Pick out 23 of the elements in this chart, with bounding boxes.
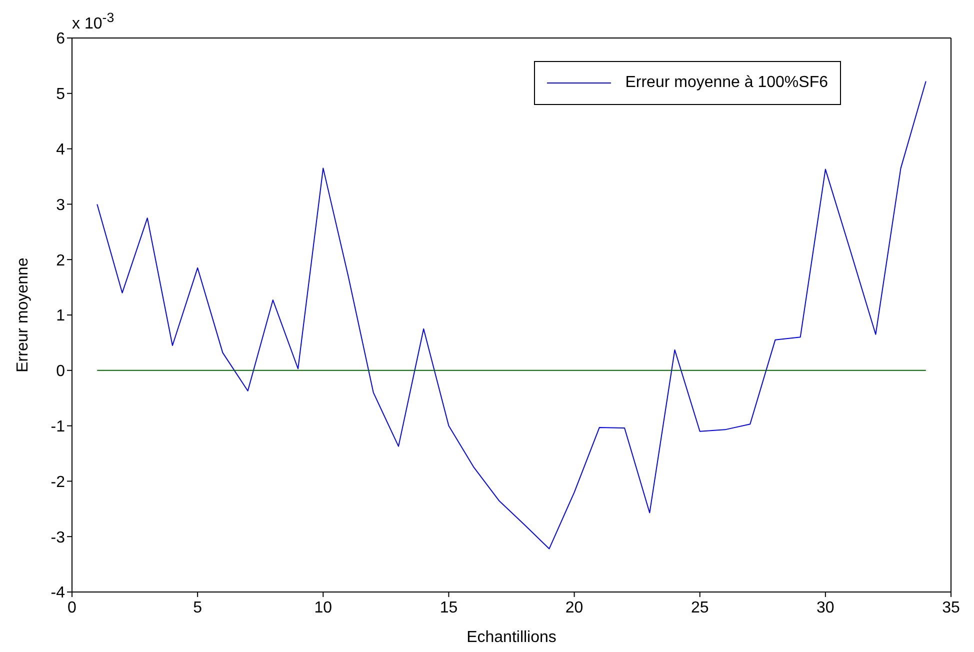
y-axis-title: Erreur moyenne — [14, 258, 32, 372]
legend-label: Erreur moyenne à 100%SF6 — [625, 74, 828, 92]
x-tick-label: 25 — [690, 599, 709, 616]
y-tick-label: -2 — [50, 474, 66, 491]
x-axis-title: Echantillions — [466, 629, 556, 646]
y-tick-label: 1 — [56, 308, 66, 325]
x-tick-label: 20 — [565, 599, 584, 616]
y-tick-label: -4 — [50, 584, 66, 602]
x-tick-label: 0 — [68, 599, 77, 616]
y-tick-label: -3 — [50, 529, 66, 546]
x-tick-label: 15 — [440, 599, 458, 616]
y-tick-label: 6 — [56, 30, 66, 48]
x-tick-label: 30 — [816, 599, 834, 616]
y-tick-label: 4 — [56, 141, 66, 158]
y-tick-label: 5 — [56, 86, 66, 104]
y-tick-label: 0 — [56, 363, 66, 380]
y-tick-label: 3 — [56, 196, 66, 214]
x-tick-label: 10 — [314, 599, 332, 616]
y-tick-label: 2 — [56, 252, 66, 270]
y-tick-label: -1 — [50, 418, 66, 436]
x-tick-label: 5 — [193, 599, 202, 616]
x-tick-label: 35 — [942, 599, 960, 616]
text: x 10$^{-3}$ — [72, 10, 114, 34]
